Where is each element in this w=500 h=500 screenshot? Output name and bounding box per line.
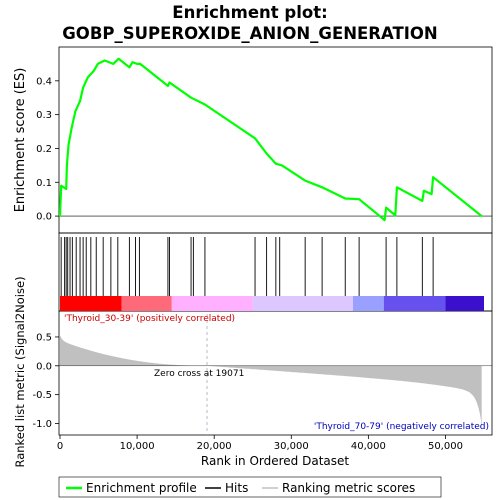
es-panel: 0.0 0.1 0.2 0.3 0.4 (36, 57, 492, 223)
rank-heat-bar (60, 296, 484, 311)
es-point (422, 189, 425, 192)
x-axis: 0 10,000 20,000 30,000 40,000 50,000 (57, 435, 463, 452)
es-point (112, 63, 115, 65)
es-point (67, 144, 70, 146)
x-tick-label: 0 (57, 441, 63, 452)
positive-correlation-label: 'Thyroid_30-39' (positively correlated) (64, 314, 235, 324)
es-point (385, 206, 387, 209)
es-point (96, 63, 99, 65)
es-point (74, 110, 77, 113)
x-tick-label: 20,000 (197, 441, 232, 452)
es-point (86, 76, 89, 79)
x-tick-label: 50,000 (428, 441, 463, 452)
es-point (103, 59, 106, 62)
es-point (321, 186, 324, 189)
heat-bar-segment (121, 296, 172, 311)
es-point (432, 176, 435, 179)
metric-y-tick-label: 0.5 (36, 332, 52, 343)
es-point (70, 127, 73, 130)
x-tick-label: 30,000 (274, 441, 309, 452)
es-point (128, 66, 131, 69)
ranking-metric-area (60, 335, 482, 433)
es-y-tick-label: 0.4 (36, 76, 52, 87)
es-point (430, 193, 433, 196)
es-point (136, 63, 138, 65)
x-tick-label: 40,000 (351, 441, 386, 452)
es-point (79, 100, 81, 103)
es-point (358, 198, 361, 201)
es-point (421, 199, 424, 202)
zero-cross-label: Zero cross at 19071 (154, 369, 244, 379)
heat-bar-segment (352, 296, 384, 311)
es-point (93, 69, 95, 72)
es-y-tick-label: 0.3 (36, 110, 52, 121)
es-point (117, 57, 120, 60)
es-y-axis-label: Enrichment score (ES) (13, 68, 28, 213)
es-point (167, 84, 169, 87)
es-point (66, 164, 68, 167)
es-point (480, 215, 483, 217)
es-point (168, 81, 171, 84)
hits-panel (60, 237, 434, 296)
metric-y-tick-label: 0.0 (36, 361, 52, 372)
es-point (281, 164, 283, 167)
es-point (383, 219, 386, 222)
enrichment-profile-line (58, 57, 483, 222)
es-y-tick-label: 0.0 (36, 212, 52, 223)
es-point (139, 63, 142, 65)
es-y-tick-label: 0.2 (36, 144, 52, 155)
es-point (254, 137, 256, 140)
es-point (204, 103, 206, 106)
metric-y-axis-label: Ranked list metric (Signal2Noise) (13, 276, 27, 467)
es-point (395, 186, 398, 189)
es-point (82, 86, 85, 89)
legend-hits-label: Hits (225, 481, 248, 495)
heat-bar-segment (445, 296, 484, 311)
es-point (344, 197, 347, 200)
x-tick-label: 10,000 (120, 441, 155, 452)
legend-metric-label: Ranking metric scores (282, 481, 415, 495)
metric-y-tick-label: -1.0 (32, 419, 52, 430)
es-y-tick-label: 0.1 (36, 178, 52, 189)
heat-bar-segment (252, 296, 353, 311)
es-point (59, 215, 61, 217)
es-point (65, 188, 68, 190)
heat-bar-segment (60, 296, 122, 311)
es-point (394, 214, 397, 217)
negative-correlation-label: 'Thyroid_70-79' (negatively correlated) (314, 422, 489, 432)
es-point (190, 96, 192, 99)
metric-y-tick-label: -0.5 (32, 390, 52, 401)
legend-enrichment-label: Enrichment profile (86, 481, 197, 495)
es-point (131, 61, 134, 64)
es-panel-frame (58, 46, 493, 234)
es-point (60, 184, 63, 187)
metric-panel: -1.0 -0.5 0.0 0.5 (32, 314, 492, 435)
chart-title-line-2: GOBP_SUPEROXIDE_ANION_GENERATION (62, 24, 437, 43)
chart-title-line-1: Enrichment plot: (172, 3, 327, 22)
es-point (274, 162, 277, 165)
x-axis-label: Rank in Ordered Dataset (201, 454, 349, 468)
heat-bar-segment (171, 296, 253, 311)
heat-bar-segment (383, 296, 446, 311)
legend-box (58, 476, 442, 498)
es-point (265, 152, 268, 155)
es-point (304, 179, 307, 182)
